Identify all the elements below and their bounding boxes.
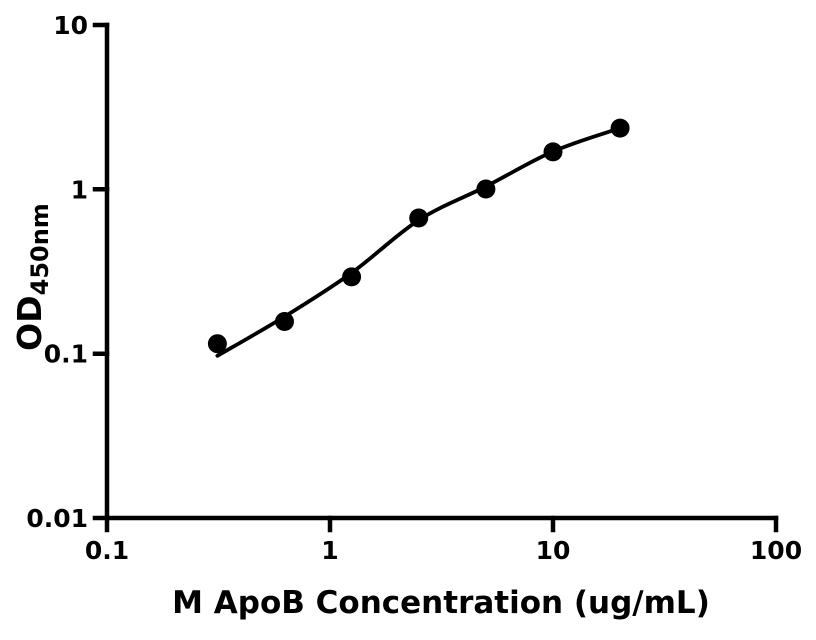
y-tick-label: 1 (71, 175, 88, 204)
data-point (207, 334, 227, 354)
data-point (476, 179, 496, 199)
x-tick-label: 0.1 (85, 536, 129, 565)
y-axis-title: OD450nm (10, 203, 54, 351)
data-series (207, 118, 630, 358)
data-point (409, 208, 429, 228)
axis-ticks (92, 22, 779, 533)
data-point (342, 267, 362, 287)
x-tick-label: 100 (750, 536, 802, 565)
data-point (275, 312, 294, 331)
data-point (610, 118, 630, 138)
x-tick-label: 10 (536, 536, 571, 565)
y-tick-label: 0.01 (26, 504, 88, 533)
x-axis-title: M ApoB Concentration (ug/mL) (172, 585, 710, 621)
y-tick-label: 10 (53, 11, 88, 40)
x-tick-label: 1 (321, 536, 338, 565)
axis-tick-labels: 10 1 0.1 0.01 0.1 1 10 100 (26, 11, 802, 565)
data-point (543, 142, 563, 162)
axes (104, 22, 779, 521)
y-tick-label: 0.1 (44, 340, 88, 369)
y-axis-title-main: OD (10, 295, 49, 350)
y-axis-title-subscript: 450nm (26, 203, 54, 295)
